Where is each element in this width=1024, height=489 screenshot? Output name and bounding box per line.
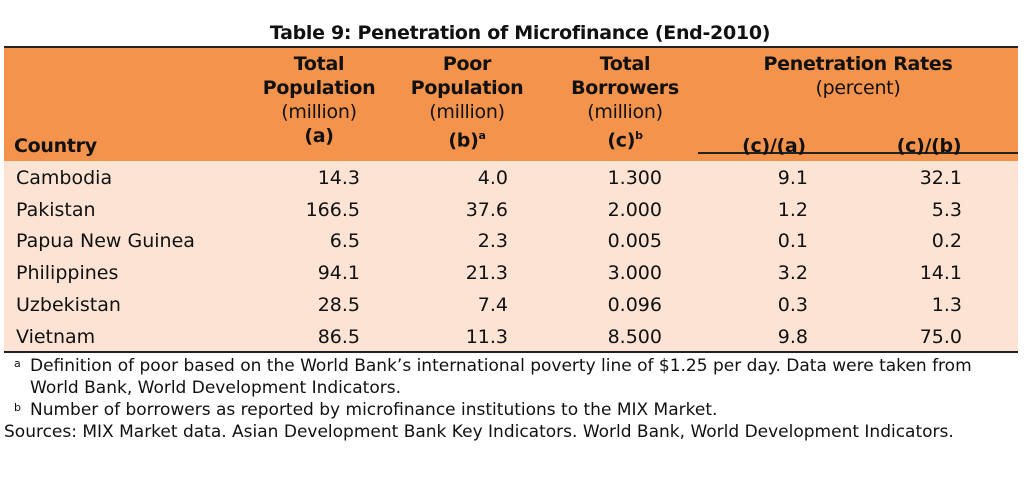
table-header: Country Total Population (million) (a) Poor… — [4, 46, 1018, 163]
header-total-population: Total Population (million) (a) — [262, 53, 376, 147]
cell-rate-ca: 9.1 — [777, 167, 808, 189]
cell-total-population: 166.5 — [305, 198, 360, 221]
header-cb: (c)/(b) — [896, 135, 962, 157]
cell-poor-population: 11.3 — [465, 325, 508, 348]
cell-total-population: 94.1 — [317, 262, 360, 285]
cell-rate-cb: 14.1 — [919, 262, 962, 285]
cell-total-population: 14.3 — [317, 167, 360, 189]
cell-total-borrowers: 2.000 — [607, 198, 662, 221]
table-row: Philippines 94.1 21.3 3.000 3.2 14.1 — [4, 257, 1018, 289]
cell-poor-population: 7.4 — [477, 293, 508, 316]
cell-country: Philippines — [16, 262, 119, 285]
cell-rate-cb: 5.3 — [931, 198, 962, 221]
table-row: Cambodia 14.3 4.0 1.300 9.1 32.1 — [4, 162, 1018, 194]
cell-rate-cb: 32.1 — [919, 167, 962, 189]
cell-country: Cambodia — [16, 167, 113, 189]
cell-total-borrowers: 3.000 — [607, 262, 662, 285]
table-row: Uzbekistan 28.5 7.4 0.096 0.3 1.3 — [4, 289, 1018, 321]
cell-rate-ca: 1.2 — [777, 198, 808, 221]
cell-rate-cb: 75.0 — [919, 325, 962, 348]
cell-total-population: 86.5 — [317, 325, 360, 348]
cell-total-borrowers: 0.096 — [607, 293, 662, 316]
table-row: Vietnam 86.5 11.3 8.500 9.8 75.0 — [4, 321, 1018, 353]
sources-note: Sources: MIX Market data. Asian Developm… — [4, 422, 954, 442]
cell-rate-cb: 0.2 — [931, 230, 962, 253]
cell-poor-population: 37.6 — [465, 198, 508, 221]
footnote-a: a Definition of poor based on the World B… — [14, 356, 972, 398]
cell-country: Papua New Guinea — [16, 230, 195, 253]
header-poor-population: Poor Population (million) (b)a — [410, 53, 524, 152]
cell-total-borrowers: 0.005 — [607, 230, 662, 253]
cell-total-borrowers: 8.500 — [607, 325, 662, 348]
cell-rate-ca: 9.8 — [777, 325, 808, 348]
penetration-divider — [698, 152, 1018, 154]
header-ca: (c)/(a) — [742, 135, 806, 157]
cell-rate-ca: 3.2 — [777, 262, 808, 285]
header-country: Country — [14, 135, 97, 157]
cell-country: Pakistan — [16, 198, 96, 221]
cell-country: Vietnam — [16, 325, 96, 348]
cell-poor-population: 21.3 — [465, 262, 508, 285]
table-body — [4, 161, 1018, 353]
table-row: Pakistan 166.5 37.6 2.000 1.2 5.3 — [4, 194, 1018, 226]
cell-rate-cb: 1.3 — [931, 293, 962, 316]
cell-country: Uzbekistan — [16, 293, 121, 316]
cell-rate-ca: 0.1 — [777, 230, 808, 253]
table-title: Table 9: Penetration of Microfinance (En… — [269, 22, 771, 44]
cell-total-population: 28.5 — [317, 293, 360, 316]
header-penetration-rates: Penetration Rates (percent) — [763, 53, 953, 99]
cell-rate-ca: 0.3 — [777, 293, 808, 316]
footnote-b: b Number of borrowers as reported by micr… — [14, 400, 718, 420]
table-row: Papua New Guinea 6.5 2.3 0.005 0.1 0.2 — [4, 225, 1018, 257]
cell-poor-population: 4.0 — [477, 167, 508, 189]
cell-total-population: 6.5 — [329, 230, 360, 253]
cell-total-borrowers: 1.300 — [607, 167, 662, 189]
footnotes: a Definition of poor based on the World B… — [4, 355, 1004, 443]
cell-poor-population: 2.3 — [477, 230, 508, 253]
header-total-borrowers: Total Borrowers (million) (c)b — [571, 53, 679, 152]
